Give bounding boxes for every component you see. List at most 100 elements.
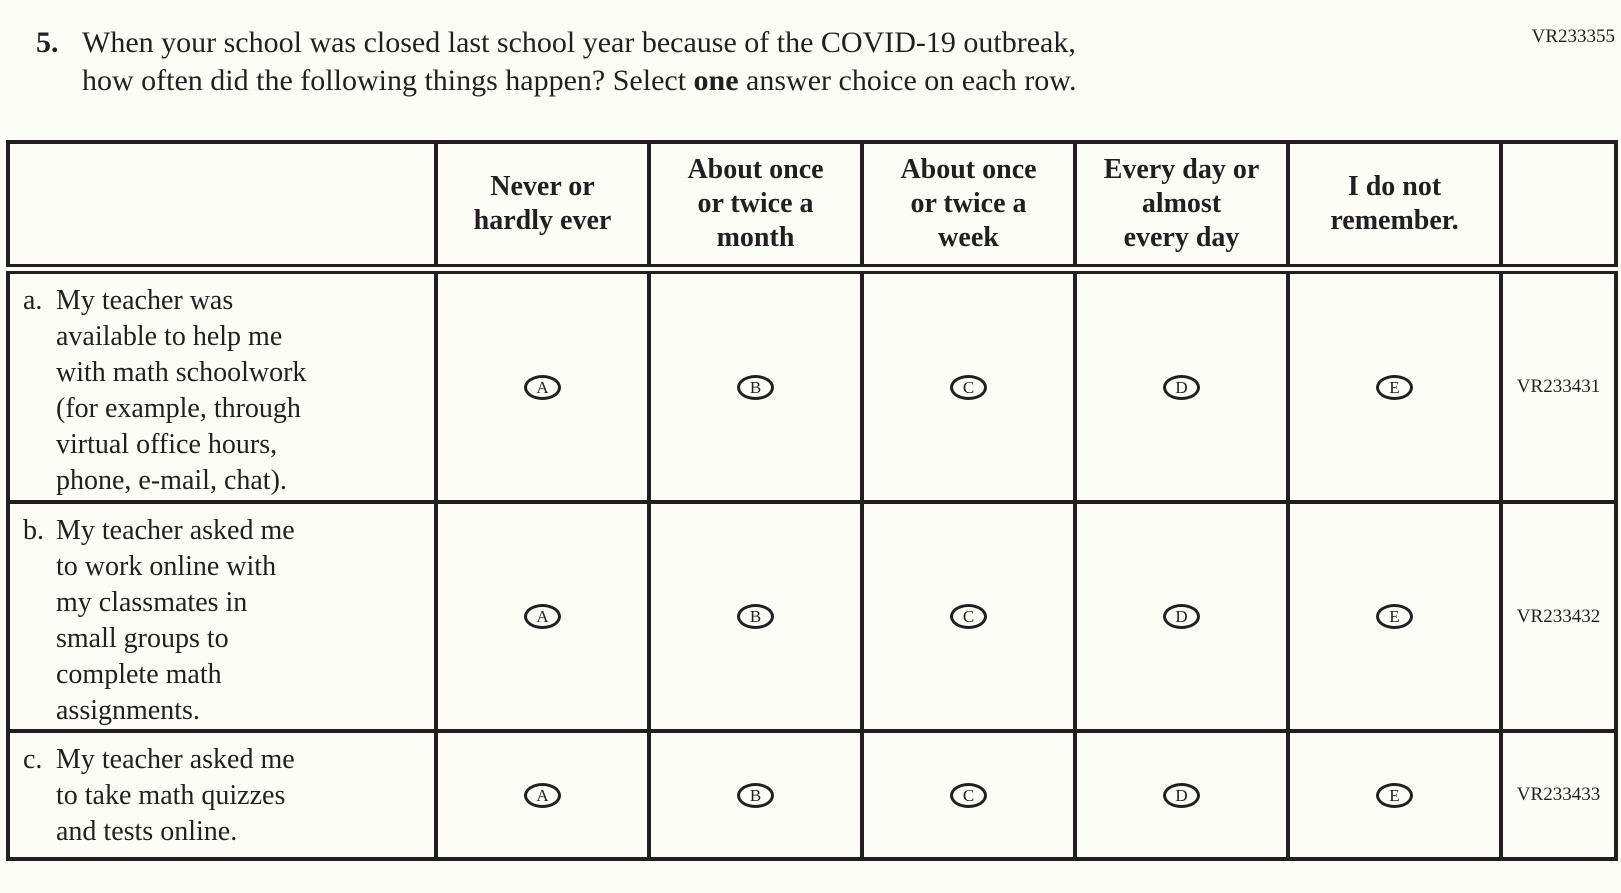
question-text: When your school was closed last school … xyxy=(82,24,1076,100)
page-code: VR233355 xyxy=(1531,26,1615,47)
choice-bubble-d[interactable]: D xyxy=(1163,374,1200,400)
column-header: Never or hardly ever xyxy=(434,140,651,274)
choice-letter: D xyxy=(1175,785,1188,805)
row-stem-cell: c. My teacher asked me to take math quizze… xyxy=(6,729,438,861)
choice-letter: B xyxy=(749,785,762,805)
column-header-line: hardly ever xyxy=(473,205,612,236)
answer-cell: A xyxy=(434,729,651,861)
column-header: I do not remember. xyxy=(1286,140,1503,274)
row-text: My teacher was available to help me with m… xyxy=(56,283,434,499)
column-header-line: month xyxy=(716,222,795,253)
choice-letter: C xyxy=(962,377,975,397)
row-text-line: available to help me xyxy=(56,321,283,352)
row-label: a. xyxy=(23,285,43,316)
row-text-line: complete math xyxy=(56,659,222,690)
choice-letter: A xyxy=(536,607,549,626)
question-text-line1: When your school was closed last school … xyxy=(82,26,1076,59)
column-header-line: or twice a xyxy=(697,188,814,219)
answer-cell: E xyxy=(1286,500,1503,733)
choice-letter: C xyxy=(962,607,975,626)
row-text-line: My teacher asked me xyxy=(56,744,295,775)
answer-cell: D xyxy=(1073,267,1290,504)
choice-bubble-e[interactable]: E xyxy=(1376,782,1413,808)
row-label: b. xyxy=(23,515,44,546)
column-header-line: remember. xyxy=(1330,205,1459,236)
answer-cell: D xyxy=(1073,500,1290,733)
row-text-line: My teacher asked me xyxy=(56,515,295,546)
answer-cell: C xyxy=(860,729,1077,861)
column-header-line: Every day or xyxy=(1103,154,1260,185)
row-text-line: small groups to xyxy=(56,623,229,654)
row-text: My teacher asked me to take math quizzes a… xyxy=(56,742,434,850)
answer-cell: B xyxy=(647,267,864,504)
row-text-line: to work online with xyxy=(56,551,277,582)
column-header-line: Never or xyxy=(490,171,595,202)
row-text-line: my classmates in xyxy=(56,587,248,618)
row-code: VR233433 xyxy=(1516,784,1601,805)
answer-cell: B xyxy=(647,729,864,861)
question-block: 5. When your school was closed last scho… xyxy=(36,24,1621,100)
choice-letter: B xyxy=(749,377,762,397)
choice-bubble-a[interactable]: A xyxy=(524,782,561,808)
answer-cell: D xyxy=(1073,729,1290,861)
choice-bubble-e[interactable]: E xyxy=(1376,604,1413,629)
row-text-line: assignments. xyxy=(56,695,200,726)
column-header-line: almost xyxy=(1141,188,1222,219)
table-row: b. My teacher asked me to work online with… xyxy=(6,500,1618,733)
choice-bubble-b[interactable]: B xyxy=(737,782,774,808)
row-code: VR233431 xyxy=(1516,376,1601,397)
row-label: c. xyxy=(23,744,43,775)
answer-table-body: a. My teacher was available to help me with… xyxy=(6,267,1618,861)
choice-bubble-b[interactable]: B xyxy=(737,374,774,400)
choice-bubble-d[interactable]: D xyxy=(1163,782,1200,808)
row-text-line: (for example, through xyxy=(56,393,301,424)
choice-bubble-d[interactable]: D xyxy=(1163,604,1200,629)
row-text-line: phone, e-mail, chat). xyxy=(56,465,287,496)
row-code: VR233432 xyxy=(1516,605,1601,627)
answer-cell: C xyxy=(860,500,1077,733)
choice-bubble-c[interactable]: C xyxy=(950,604,987,629)
answer-cell: C xyxy=(860,267,1077,504)
choice-bubble-c[interactable]: C xyxy=(950,782,987,808)
choice-bubble-e[interactable]: E xyxy=(1376,374,1413,400)
column-header-line: every day xyxy=(1123,222,1240,253)
row-text-line: and tests online. xyxy=(56,816,238,847)
row-code-cell: VR233431 xyxy=(1499,267,1618,504)
choice-letter: B xyxy=(749,607,762,626)
row-text-line: My teacher was xyxy=(56,285,234,316)
row-text-line: virtual office hours, xyxy=(56,429,278,460)
choice-letter: D xyxy=(1175,607,1188,626)
row-stem-cell: a. My teacher was available to help me with… xyxy=(6,267,438,504)
column-header: Every day or almost every day xyxy=(1073,140,1290,274)
choice-letter: E xyxy=(1389,377,1400,397)
answer-cell: B xyxy=(647,500,864,733)
answer-cell: A xyxy=(434,267,651,504)
header-cell-empty xyxy=(6,140,438,274)
column-header-line: About once xyxy=(900,154,1037,185)
choice-letter: C xyxy=(962,785,975,805)
row-code-cell: VR233433 xyxy=(1499,729,1618,861)
choice-letter: A xyxy=(536,785,549,805)
choice-letter: D xyxy=(1175,377,1188,397)
table-row: c. My teacher asked me to take math quizze… xyxy=(6,729,1618,861)
column-header-line: About once xyxy=(687,154,824,185)
question-bold-word: one xyxy=(693,64,739,97)
row-text-line: to take math quizzes xyxy=(56,780,286,811)
column-header: About once or twice a month xyxy=(647,140,864,274)
column-header-line: or twice a xyxy=(910,188,1027,219)
choice-bubble-a[interactable]: A xyxy=(524,374,561,400)
question-number: 5. xyxy=(36,26,59,59)
question-text-line2: how often did the following things happe… xyxy=(82,64,1077,97)
choice-letter: E xyxy=(1389,607,1400,626)
choice-bubble-b[interactable]: B xyxy=(737,604,774,629)
answer-cell: E xyxy=(1286,729,1503,861)
header-cell-code-empty xyxy=(1499,140,1618,274)
row-code-cell: VR233432 xyxy=(1499,500,1618,733)
choice-bubble-a[interactable]: A xyxy=(524,604,561,629)
answer-cell: E xyxy=(1286,267,1503,504)
choice-bubble-c[interactable]: C xyxy=(950,374,987,400)
column-header-line: I do not xyxy=(1347,171,1442,202)
table-row: a. My teacher was available to help me with… xyxy=(6,267,1618,504)
